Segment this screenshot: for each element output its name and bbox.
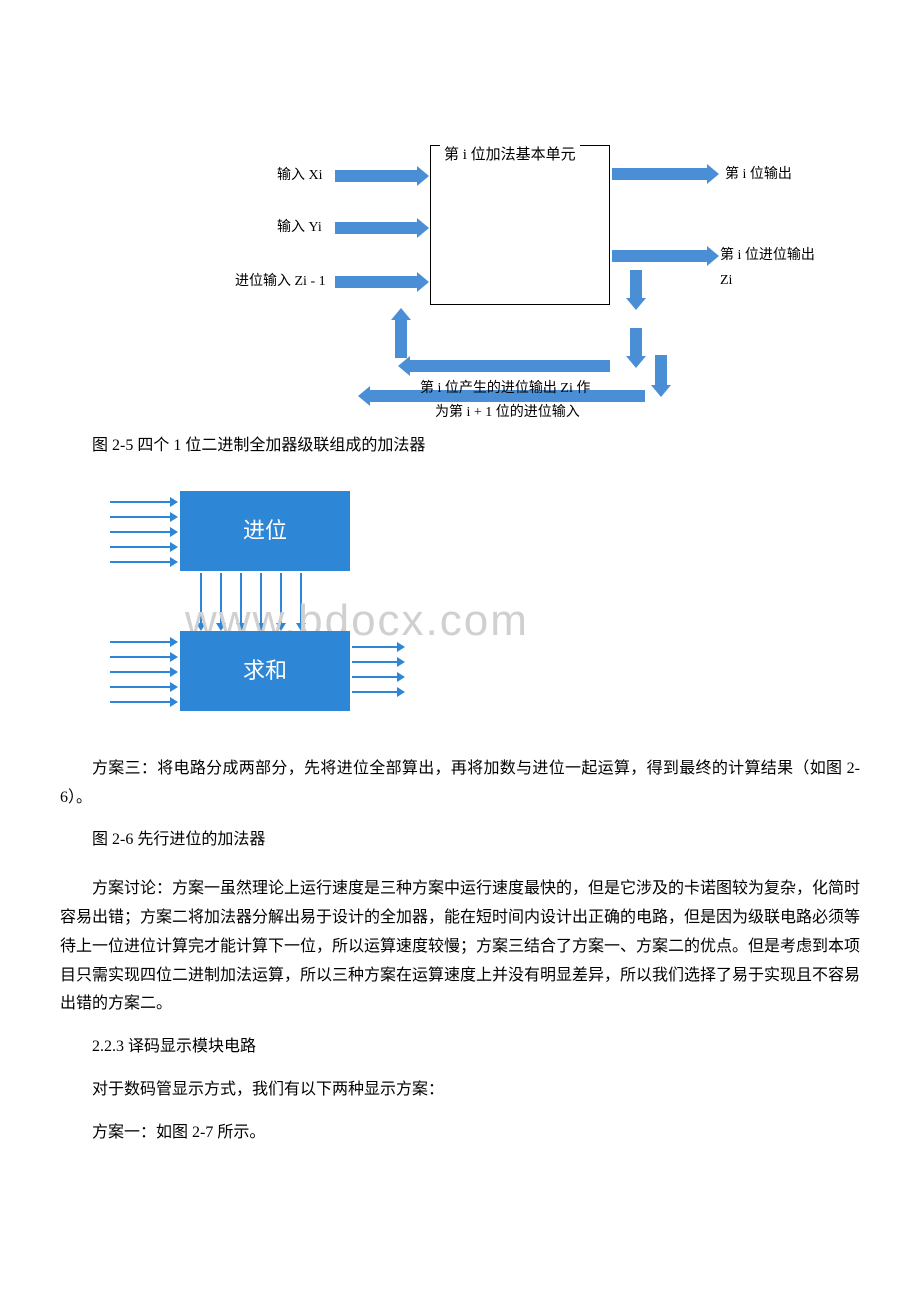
label-input-xi: 输入 Xi <box>277 163 323 188</box>
c2s-5 <box>280 573 282 623</box>
carry-in-1 <box>110 501 170 503</box>
heading-2-2-3: 2.2.3 译码显示模块电路 <box>60 1033 860 1062</box>
feedback-label-2: 为第 i + 1 位的进位输入 <box>435 400 580 425</box>
c2s-1 <box>200 573 202 623</box>
feedback-label-1: 第 i 位产生的进位输出 Zi 作 <box>420 376 590 401</box>
arrow-down-1 <box>630 270 642 298</box>
c2s-3 <box>240 573 242 623</box>
arrow-down-3 <box>655 355 667 385</box>
sum-out-4 <box>352 691 397 693</box>
lookahead-adder-diagram: 进位 求和 www.bdocx.com <box>90 481 410 741</box>
figure-caption-2-6: 图 2-6 先行进位的加法器 <box>60 826 860 855</box>
arrow-feedback-mid <box>410 360 610 372</box>
sum-in-2 <box>110 656 170 658</box>
sum-in-4 <box>110 686 170 688</box>
label-carry-out: 第 i 位进位输出 Zi <box>720 243 820 293</box>
carry-in-5 <box>110 561 170 563</box>
sum-in-1 <box>110 641 170 643</box>
paragraph-scheme1: 方案一：如图 2-7 所示。 <box>60 1119 860 1148</box>
carry-in-2 <box>110 516 170 518</box>
arrow-up-return <box>395 320 407 358</box>
block-sum: 求和 <box>180 631 350 711</box>
label-input-yi: 输入 Yi <box>277 215 322 240</box>
sum-out-2 <box>352 661 397 663</box>
main-unit-box <box>430 145 610 305</box>
adder-unit-diagram: 第 i 位加法基本单元 输入 Xi 输入 Yi 进位输入 Zi - 1 第 i … <box>180 100 820 420</box>
unit-label: 第 i 位加法基本单元 <box>440 142 580 169</box>
label-output-i: 第 i 位输出 <box>725 162 792 187</box>
figure-caption-2-5: 图 2-5 四个 1 位二进制全加器级联组成的加法器 <box>60 432 860 461</box>
sum-out-1 <box>352 646 397 648</box>
arrow-down-2 <box>630 328 642 356</box>
sum-out-3 <box>352 676 397 678</box>
carry-in-3 <box>110 531 170 533</box>
arrow-carry-in <box>335 276 417 288</box>
c2s-4 <box>260 573 262 623</box>
paragraph-scheme3: 方案三：将电路分成两部分，先将进位全部算出，再将加数与进位一起运算，得到最终的计… <box>60 755 860 813</box>
arrow-output-i <box>612 168 707 180</box>
arrow-carry-out <box>612 250 707 262</box>
c2s-2 <box>220 573 222 623</box>
carry-in-4 <box>110 546 170 548</box>
paragraph-display-intro: 对于数码管显示方式，我们有以下两种显示方案： <box>60 1076 860 1105</box>
arrow-input-yi <box>335 222 417 234</box>
sum-in-3 <box>110 671 170 673</box>
c2s-6 <box>300 573 302 623</box>
sum-in-5 <box>110 701 170 703</box>
block-carry: 进位 <box>180 491 350 571</box>
label-carry-in: 进位输入 Zi - 1 <box>235 269 326 294</box>
paragraph-discussion: 方案讨论：方案一虽然理论上运行速度是三种方案中运行速度最快的，但是它涉及的卡诺图… <box>60 875 860 1019</box>
arrow-input-xi <box>335 170 417 182</box>
